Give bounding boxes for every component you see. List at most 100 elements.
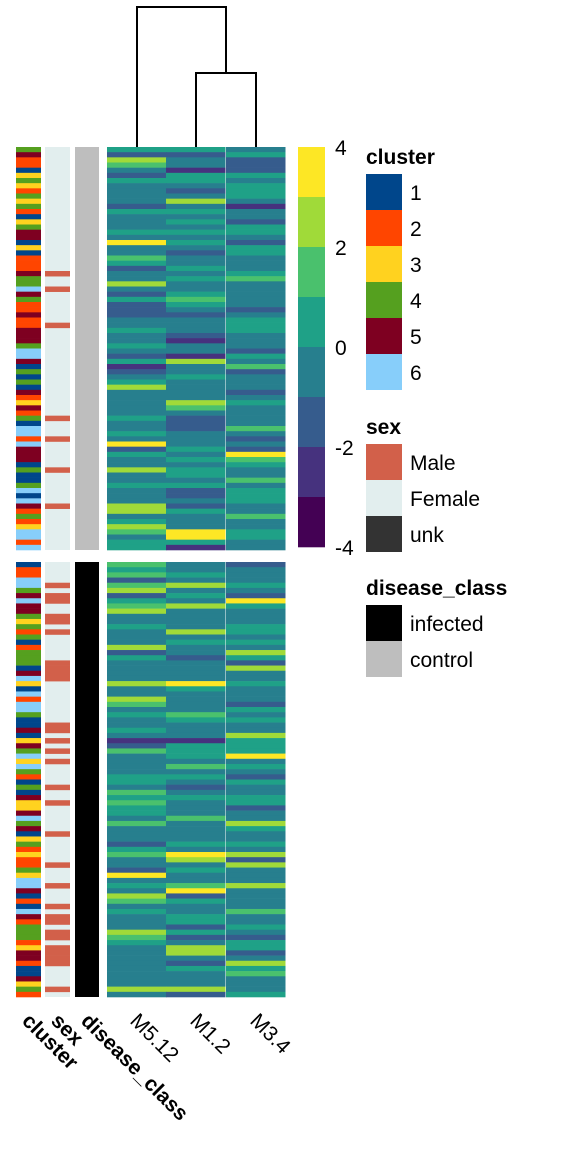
heatmap-cell [166, 934, 226, 941]
heatmap-cell [166, 836, 226, 842]
cluster-cell [16, 229, 41, 236]
heatmap-cell [226, 644, 286, 651]
cluster-cell [16, 888, 41, 894]
cluster-cell [16, 333, 41, 339]
heatmap-cell [226, 307, 286, 313]
heatmap-cell [166, 467, 226, 473]
heatmap-cell [166, 831, 226, 837]
heatmap-cell [166, 572, 226, 578]
heatmap-cell [166, 441, 226, 447]
colorbar-tick-label: 2 [335, 237, 347, 260]
heatmap-cell [166, 255, 226, 261]
heatmap-cell [226, 976, 286, 982]
heatmap-cell [226, 877, 286, 884]
heatmap-cell [166, 929, 226, 936]
heatmap-cell [166, 784, 226, 791]
cluster-cell [16, 945, 41, 951]
colorbar-tick-label: 0 [335, 337, 347, 360]
cluster-cell [16, 836, 41, 842]
heatmap-cell [226, 862, 286, 868]
heatmap-cell [166, 877, 226, 884]
legend-label-cluster: 5 [410, 326, 422, 349]
cluster-cell [16, 477, 41, 484]
heatmap-cell [226, 758, 286, 765]
sex-cell-male [45, 618, 70, 625]
heatmap-cell [226, 152, 286, 158]
heatmap-cell [107, 286, 167, 292]
cluster-cell [16, 981, 41, 987]
sex-cell-male [45, 919, 70, 925]
heatmap-cell [107, 240, 167, 246]
cluster-cell [16, 707, 41, 713]
heatmap-cell [107, 582, 167, 589]
cluster-cell [16, 472, 41, 478]
heatmap-cell [107, 338, 167, 344]
cluster-cell [16, 624, 41, 630]
heatmap-cell [166, 883, 226, 889]
heatmap-cell [226, 955, 286, 962]
heatmap-cell [107, 707, 167, 713]
heatmap-cell [166, 888, 226, 894]
heatmap-cell [107, 178, 167, 184]
dendrogram-sub-branch [195, 72, 257, 147]
disease-class-block-control [75, 147, 99, 550]
heatmap-cell [107, 934, 167, 941]
cluster-cell [16, 446, 41, 453]
heatmap-cell [226, 462, 286, 468]
cluster-cell [16, 608, 41, 615]
sex-cell-male [45, 929, 70, 936]
heatmap-cell [166, 193, 226, 199]
legend-title-sex: sex [366, 416, 401, 439]
cluster-cell [16, 618, 41, 625]
heatmap-cell [166, 524, 226, 530]
cluster-cell [16, 686, 41, 692]
cluster-cell [16, 265, 41, 272]
heatmap-cell [107, 805, 167, 811]
heatmap-cell [107, 503, 167, 509]
heatmap-cell [107, 198, 167, 205]
heatmap-cell [226, 260, 286, 267]
heatmap-cell [166, 508, 226, 515]
heatmap-cell [226, 567, 286, 573]
cluster-cell [16, 955, 41, 962]
heatmap-cell [226, 634, 286, 640]
cluster-cell [16, 519, 41, 525]
heatmap-cell [166, 701, 226, 708]
heatmap-cell [166, 629, 226, 635]
heatmap-cell [107, 353, 167, 360]
dendrogram-root-branch [136, 6, 227, 147]
cluster-cell [16, 162, 41, 168]
heatmap-cell [226, 415, 286, 422]
heatmap-cell [166, 919, 226, 925]
heatmap-cell [107, 567, 167, 573]
legend-swatch-cluster [366, 246, 402, 282]
legend-swatch-cluster [366, 354, 402, 390]
cluster-cell [16, 587, 41, 594]
heatmap-cell [166, 841, 226, 848]
heatmap-cell [107, 717, 167, 723]
heatmap-cell [166, 577, 226, 584]
legend-label-sex: Male [410, 452, 456, 475]
heatmap-cell [226, 769, 286, 775]
heatmap-cell [166, 219, 226, 225]
heatmap-cell [166, 333, 226, 339]
heatmap-cell [107, 167, 167, 174]
cluster-cell [16, 795, 41, 801]
colorbar-segment [298, 247, 325, 298]
heatmap-cell [166, 675, 226, 682]
heatmap-cell [226, 544, 286, 551]
heatmap-cell [226, 281, 286, 287]
heatmap-cell [226, 265, 286, 272]
heatmap-cell [107, 457, 167, 463]
cluster-cell [16, 660, 41, 666]
heatmap-cell [166, 898, 226, 905]
heatmap-cell [166, 178, 226, 184]
cluster-cell [16, 358, 41, 365]
cluster-cell [16, 276, 41, 282]
heatmap-cell [166, 826, 226, 832]
heatmap-cell [107, 608, 167, 615]
heatmap-cell [107, 446, 167, 453]
heatmap-cell [166, 613, 226, 620]
heatmap-cell [226, 503, 286, 509]
heatmap-cell [226, 872, 286, 879]
